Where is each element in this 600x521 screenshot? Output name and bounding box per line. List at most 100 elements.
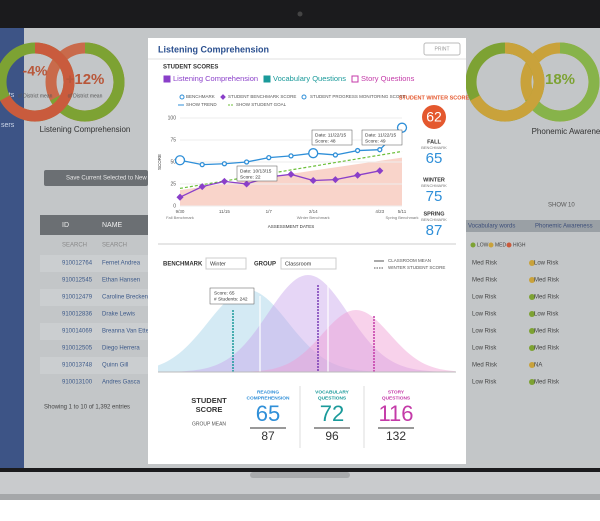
label: Story Questions	[361, 74, 415, 83]
label: PRINT	[435, 46, 450, 52]
row	[40, 374, 150, 391]
label: Date: 10/13/15	[240, 168, 272, 174]
label: Save Current Selected to New	[66, 176, 147, 182]
label: Phonemic Awareness	[535, 224, 593, 230]
label: 910012836	[62, 312, 93, 318]
label: Score: 65	[214, 290, 235, 296]
label: Low Risk	[534, 261, 559, 267]
row	[40, 272, 150, 289]
label: LOW	[477, 242, 489, 248]
print-button[interactable]	[423, 42, 461, 56]
risk-dot	[529, 345, 535, 351]
label: STUDENT PROGRESS MONITORING SCORE	[310, 94, 406, 99]
label: STUDENT SCORES	[163, 65, 218, 71]
label: Score: 49	[365, 138, 386, 144]
point	[288, 153, 294, 159]
label: Ethan Hansen	[102, 278, 140, 284]
x-tick-label: 11/15	[219, 209, 230, 214]
label: Med Risk	[534, 329, 560, 335]
label: STORY	[388, 389, 405, 395]
label: Winter	[210, 261, 226, 267]
label: Listening Comprehension	[158, 44, 269, 54]
point	[174, 155, 186, 166]
label: QUESTIONS	[382, 395, 411, 401]
point	[354, 147, 361, 154]
row	[40, 323, 150, 340]
point	[176, 193, 184, 201]
risk-dot	[529, 379, 535, 385]
point	[220, 177, 228, 185]
label: Med Risk	[472, 363, 498, 369]
row	[40, 306, 150, 323]
risk-dot	[488, 242, 494, 248]
label: BENCHMARK	[186, 94, 215, 99]
label: Date: 11/22/15	[365, 132, 396, 138]
checkbox[interactable]	[263, 75, 271, 83]
tooltip	[209, 287, 255, 305]
label: WINTER	[423, 177, 445, 183]
point	[266, 154, 272, 161]
label: VOCABULARY	[315, 389, 349, 395]
point	[331, 176, 339, 184]
risk-dot	[529, 362, 535, 368]
select[interactable]	[280, 257, 337, 270]
label: Spring Benchmark	[386, 215, 419, 220]
legend-icon	[301, 94, 307, 100]
point	[221, 161, 228, 167]
donut-arc	[470, 42, 545, 122]
label: Classroom	[285, 261, 312, 267]
label: -4%	[23, 63, 48, 79]
label: 87	[261, 429, 275, 443]
risk-dot	[529, 277, 535, 283]
goal-line	[179, 150, 403, 189]
label: Low Risk	[472, 312, 497, 318]
table-head	[40, 215, 150, 235]
label: 18%	[545, 71, 575, 88]
base-edge	[0, 494, 600, 500]
label: Med Risk	[534, 278, 560, 284]
point	[243, 159, 250, 165]
tooltip	[361, 129, 403, 146]
row	[40, 255, 150, 272]
label: BENCHMARK	[421, 145, 447, 150]
label: Phonemic Awareness	[532, 127, 600, 136]
save-button[interactable]	[44, 170, 148, 186]
label: Med Risk	[534, 346, 560, 352]
target-area	[180, 157, 402, 206]
point	[376, 167, 384, 175]
row	[40, 340, 150, 357]
risk-dot	[529, 294, 535, 300]
label: SHOW TREND	[186, 102, 217, 107]
point	[243, 180, 251, 188]
y-tick-label: 0	[173, 203, 176, 209]
label: Diego Herrera	[102, 346, 140, 352]
label: SEARCH	[102, 243, 127, 249]
label: Score: 22	[240, 174, 261, 180]
label: MED	[495, 242, 507, 248]
risk-dot	[529, 260, 535, 266]
label: ID	[62, 222, 69, 229]
label: 910012505	[62, 346, 93, 352]
checkbox[interactable]	[351, 75, 359, 83]
y-tick-label: 100	[168, 115, 177, 121]
risk-dot	[529, 311, 535, 317]
label: STUDENT	[191, 396, 227, 405]
label: Vocabulary words	[468, 224, 515, 230]
y-tick-label: 75	[170, 137, 176, 143]
select[interactable]	[205, 257, 247, 270]
label: SCORE	[196, 405, 223, 414]
x-tick-label: 4/23	[375, 209, 384, 214]
row	[40, 289, 150, 306]
point	[309, 176, 317, 185]
label: # Students: 242	[214, 296, 248, 302]
label: BENCHMARK	[421, 183, 447, 188]
label: Vocabulary Questions	[273, 74, 346, 83]
label: GROUP	[254, 262, 276, 268]
point	[287, 170, 295, 178]
label: SCORE	[157, 154, 162, 170]
label: Med Risk	[534, 380, 560, 386]
label: Quinn Gill	[102, 363, 128, 369]
point	[199, 161, 205, 168]
checkbox[interactable]	[163, 75, 171, 83]
